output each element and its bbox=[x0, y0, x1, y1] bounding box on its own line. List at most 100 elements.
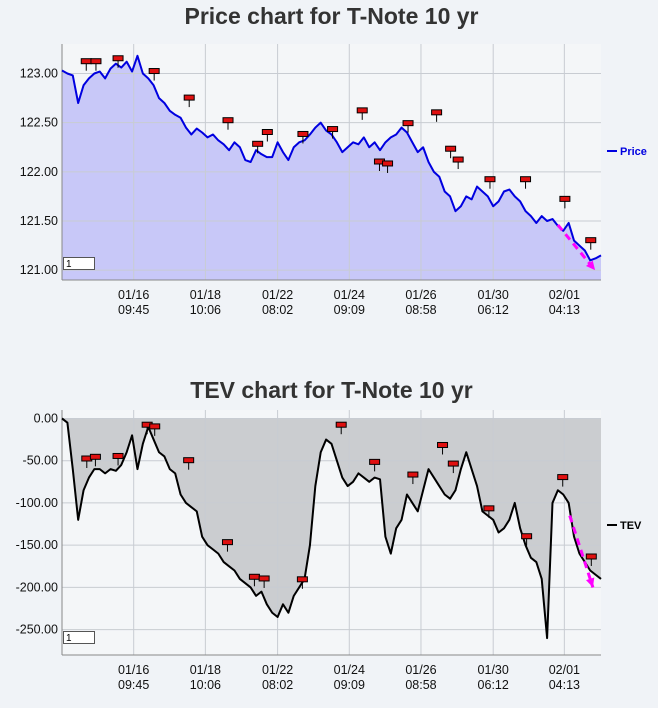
tev-xtick-date: 01/16 bbox=[118, 663, 149, 677]
price-xtick-date: 01/18 bbox=[190, 288, 221, 302]
tev-zoom-input[interactable]: 1 bbox=[63, 631, 95, 644]
tev-flag-marker bbox=[335, 421, 347, 435]
tev-flag-marker bbox=[437, 441, 449, 455]
tev-series-line bbox=[61, 417, 602, 640]
price-flag-box bbox=[356, 107, 368, 114]
price-xtick-date: 02/01 bbox=[549, 288, 580, 302]
tev-flag-box bbox=[557, 474, 569, 481]
tev-xtick-date: 01/30 bbox=[478, 663, 509, 677]
tev-flag-box bbox=[407, 471, 419, 478]
price-xtick-date: 01/22 bbox=[262, 288, 293, 302]
tev-flag-marker bbox=[89, 453, 101, 467]
tev-xtick-time: 10:06 bbox=[190, 678, 221, 692]
tev-chart-title: TEV chart for T-Note 10 yr bbox=[190, 377, 473, 403]
tev-flag-box bbox=[248, 573, 260, 580]
tev-flag-marker bbox=[585, 553, 597, 566]
tev-ytick-label: -50.00 bbox=[23, 454, 58, 468]
tev-xtick-time: 09:09 bbox=[334, 678, 365, 692]
tev-xtick-date: 01/24 bbox=[334, 663, 365, 677]
price-flag-box bbox=[183, 94, 195, 101]
tev-flag-marker bbox=[221, 539, 233, 552]
tev-flag-marker bbox=[521, 533, 533, 546]
price-flag-box bbox=[431, 109, 443, 116]
tev-trend-arrow bbox=[568, 515, 595, 588]
tev-flag-box bbox=[112, 452, 124, 459]
tev-flag-marker bbox=[447, 460, 459, 474]
price-flag-marker bbox=[90, 58, 102, 71]
tev-flag-box bbox=[521, 533, 533, 540]
tev-flag-marker bbox=[369, 458, 381, 472]
price-flag-box bbox=[585, 237, 597, 244]
price-xtick-date: 01/30 bbox=[478, 288, 509, 302]
price-xtick-date: 01/26 bbox=[405, 288, 436, 302]
price-xtick-time: 09:09 bbox=[334, 303, 365, 317]
tev-flag-box bbox=[221, 539, 233, 546]
tev-chart-panel: TEV chart for T-Note 10 yr 0.00 -50.00 -100… bbox=[0, 368, 658, 708]
tev-xtick-time: 06:12 bbox=[478, 678, 509, 692]
tev-flag-box bbox=[369, 458, 381, 465]
price-flag-box bbox=[297, 130, 309, 137]
tev-area-fill bbox=[62, 418, 601, 639]
price-xtick-time: 04:13 bbox=[549, 303, 580, 317]
price-flag-box bbox=[382, 160, 394, 167]
tev-flag-marker bbox=[183, 457, 195, 470]
tev-xtick-date: 02/01 bbox=[549, 663, 580, 677]
tev-flag-box bbox=[89, 453, 101, 460]
price-flag-marker bbox=[252, 140, 264, 154]
tev-ytick-label: -250.00 bbox=[16, 623, 58, 637]
tev-flag-box bbox=[447, 460, 459, 467]
tev-flag-box bbox=[258, 575, 270, 582]
tev-flag-box bbox=[437, 441, 449, 448]
tev-xtick-date: 01/18 bbox=[190, 663, 221, 677]
price-flag-marker bbox=[431, 109, 443, 122]
price-flag-marker bbox=[148, 68, 160, 81]
tev-ytick-label: -100.00 bbox=[16, 496, 58, 510]
tev-legend: TEV bbox=[607, 520, 642, 532]
price-flag-marker bbox=[559, 195, 571, 209]
price-xtick-time: 06:12 bbox=[478, 303, 509, 317]
price-flag-box bbox=[402, 120, 414, 127]
tev-flag-box bbox=[296, 576, 308, 583]
price-zoom-input[interactable]: 1 bbox=[63, 257, 95, 270]
price-flag-box bbox=[90, 58, 102, 65]
tev-ytick-label: 0.00 bbox=[34, 411, 58, 425]
price-xtick-time: 10:06 bbox=[190, 303, 221, 317]
tev-flag-marker bbox=[258, 575, 270, 588]
price-flag-marker bbox=[222, 117, 234, 130]
tev-flag-box bbox=[585, 553, 597, 560]
tev-flag-marker bbox=[407, 471, 419, 485]
price-flag-marker bbox=[452, 156, 464, 170]
tev-xtick-time: 09:45 bbox=[118, 678, 149, 692]
price-flag-box bbox=[452, 156, 464, 163]
price-xtick-date: 01/24 bbox=[334, 288, 365, 302]
price-flag-marker bbox=[402, 120, 414, 133]
price-series-line bbox=[61, 54, 602, 262]
tev-flag-marker bbox=[557, 474, 569, 487]
price-flag-marker bbox=[585, 237, 597, 250]
price-legend: Price bbox=[607, 146, 647, 158]
price-ytick-label: 122.50 bbox=[20, 116, 58, 130]
tev-trend-arrowhead bbox=[586, 577, 595, 588]
price-xtick-time: 09:45 bbox=[118, 303, 149, 317]
price-flag-marker bbox=[112, 55, 124, 68]
price-chart-panel: Price chart for T-Note 10 yr 121.00 121.50… bbox=[0, 0, 658, 340]
price-ytick-label: 123.00 bbox=[20, 67, 58, 81]
price-flag-marker bbox=[297, 130, 309, 144]
tev-legend-label: TEV bbox=[620, 520, 642, 532]
tev-xtick-time: 08:58 bbox=[405, 678, 436, 692]
price-ytick-label: 121.50 bbox=[20, 214, 58, 228]
tev-xtick-date: 01/22 bbox=[262, 663, 293, 677]
price-flag-box bbox=[80, 58, 92, 65]
price-legend-label: Price bbox=[620, 146, 647, 158]
tev-flag-box bbox=[483, 505, 495, 512]
tev-ytick-label: -150.00 bbox=[16, 538, 58, 552]
price-flag-marker bbox=[327, 126, 339, 139]
tev-flag-box bbox=[149, 423, 161, 430]
tev-chart: TEV chart for T-Note 10 yr 0.00 -50.00 -100… bbox=[16, 377, 642, 692]
price-flag-marker bbox=[445, 145, 457, 159]
tev-flag-marker bbox=[483, 505, 495, 518]
tev-flag-box bbox=[183, 457, 195, 464]
price-flag-marker bbox=[382, 160, 394, 173]
price-xtick-date: 01/16 bbox=[118, 288, 149, 302]
price-trend-arrowhead bbox=[585, 260, 596, 271]
